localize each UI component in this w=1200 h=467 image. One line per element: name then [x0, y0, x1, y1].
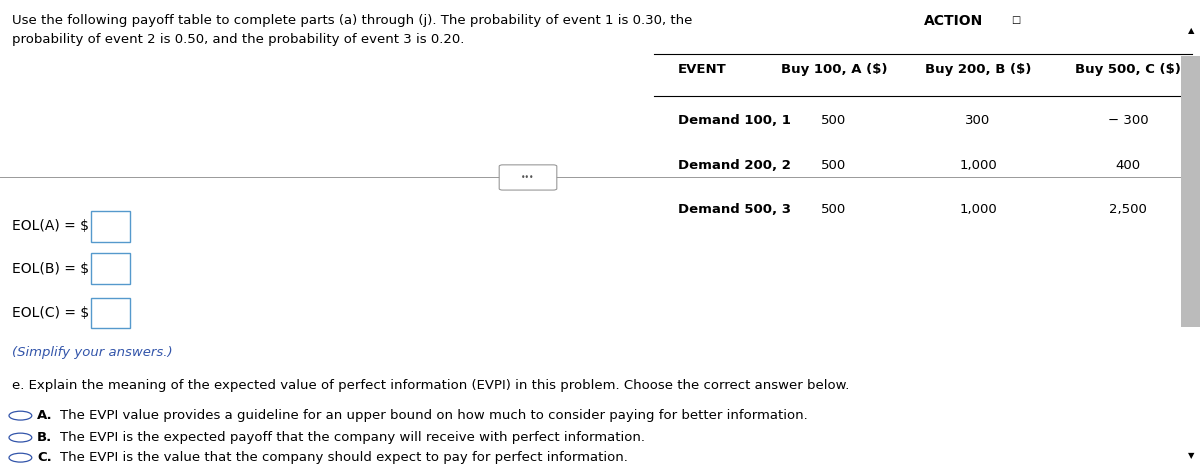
Text: The EVPI is the value that the company should expect to pay for perfect informat: The EVPI is the value that the company s…	[60, 451, 628, 464]
Text: 400: 400	[1116, 159, 1140, 172]
Text: 500: 500	[821, 203, 847, 216]
FancyBboxPatch shape	[91, 211, 130, 242]
Text: 2,500: 2,500	[1109, 203, 1147, 216]
FancyBboxPatch shape	[91, 298, 130, 328]
Text: EOL(A) = $: EOL(A) = $	[12, 219, 89, 234]
Text: Demand 100, 1: Demand 100, 1	[678, 114, 791, 127]
Text: Demand 200, 2: Demand 200, 2	[678, 159, 791, 172]
Text: EVENT: EVENT	[678, 63, 727, 76]
Text: 1,000: 1,000	[959, 159, 997, 172]
Text: •••: •••	[521, 173, 535, 182]
Text: B.: B.	[37, 431, 53, 444]
Text: EOL(C) = $: EOL(C) = $	[12, 306, 89, 320]
Text: ACTION: ACTION	[924, 14, 984, 28]
Text: 500: 500	[821, 114, 847, 127]
Text: Use the following payoff table to complete parts (a) through (j). The probabilit: Use the following payoff table to comple…	[12, 14, 692, 46]
Text: − 300: − 300	[1108, 114, 1148, 127]
Text: 1,000: 1,000	[959, 203, 997, 216]
FancyBboxPatch shape	[91, 253, 130, 283]
FancyBboxPatch shape	[499, 165, 557, 190]
FancyBboxPatch shape	[1181, 56, 1200, 327]
Text: e. Explain the meaning of the expected value of perfect information (EVPI) in th: e. Explain the meaning of the expected v…	[12, 379, 850, 392]
Text: A.: A.	[37, 409, 53, 422]
Text: (Simplify your answers.): (Simplify your answers.)	[12, 346, 173, 359]
Text: Buy 500, C ($): Buy 500, C ($)	[1075, 63, 1181, 76]
Text: ▲: ▲	[1188, 26, 1194, 35]
Text: 500: 500	[821, 159, 847, 172]
Text: Demand 500, 3: Demand 500, 3	[678, 203, 791, 216]
Text: ▼: ▼	[1188, 451, 1194, 460]
Text: The EVPI value provides a guideline for an upper bound on how much to consider p: The EVPI value provides a guideline for …	[60, 409, 808, 422]
Text: 300: 300	[965, 114, 991, 127]
Text: C.: C.	[37, 451, 52, 464]
Text: □: □	[1012, 15, 1021, 25]
Text: The EVPI is the expected payoff that the company will receive with perfect infor: The EVPI is the expected payoff that the…	[60, 431, 646, 444]
Text: Buy 100, A ($): Buy 100, A ($)	[781, 63, 887, 76]
Text: EOL(B) = $: EOL(B) = $	[12, 262, 89, 276]
Text: Buy 200, B ($): Buy 200, B ($)	[925, 63, 1031, 76]
